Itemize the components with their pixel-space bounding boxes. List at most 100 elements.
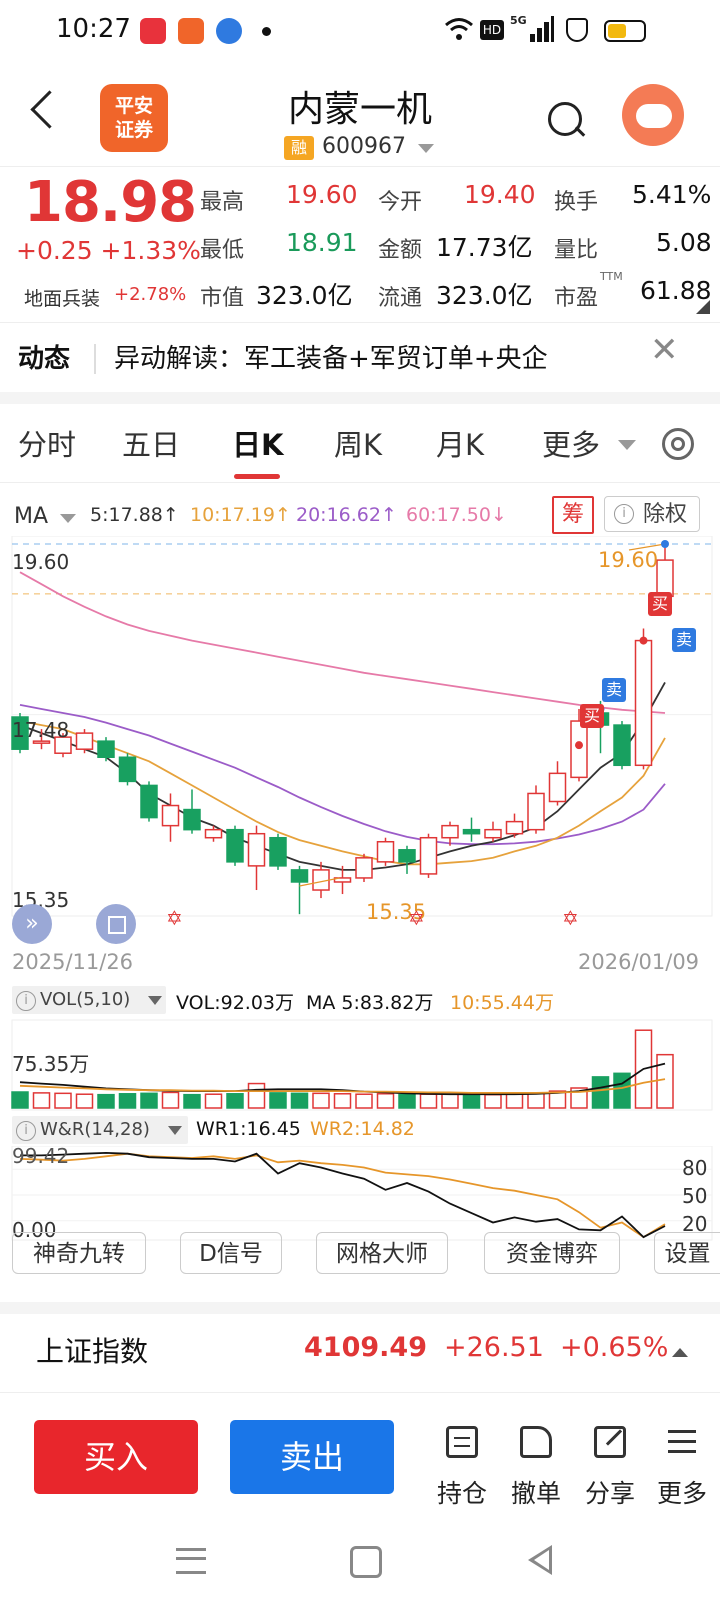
volume-bar [247,1082,266,1109]
volume-bar [118,1093,137,1109]
candle-body [548,772,567,803]
recent-apps-icon-mid[interactable] [176,1557,206,1560]
tab-monthly-k[interactable]: 月K [436,428,485,462]
wr-selector[interactable]: W&R(14,28) [12,1116,188,1144]
chevron-down-icon[interactable] [168,1126,182,1135]
tab-five-day[interactable]: 五日 [122,428,181,462]
fullscreen-icon[interactable] [96,904,136,944]
candle-body [355,857,373,879]
tab-more[interactable]: 更多 [542,428,601,462]
news-text[interactable]: 异动解读：军工装备+军贸订单+央企 [114,344,548,374]
candle-body [161,804,180,827]
fullscreen-icon-inner[interactable] [108,916,126,934]
volume-chart[interactable] [0,1016,720,1112]
index-name[interactable]: 上证指数 [36,1335,149,1368]
tab-intraday[interactable]: 分时 [18,428,77,462]
ex-rights-button[interactable]: 除权 [604,496,700,532]
expand-panel-button[interactable]: » [12,904,52,944]
news-separator [94,344,96,374]
recent-apps-icon[interactable] [176,1548,206,1574]
chevron-down-icon[interactable] [618,440,636,450]
search-icon[interactable] [548,102,582,136]
security-shield-icon [566,18,588,42]
info-icon[interactable]: i [16,1121,36,1141]
ma60-line [19,571,666,714]
event-star-icon[interactable]: ✡ [408,906,425,930]
pingan-logo: 平安证券 [100,84,168,152]
share-label[interactable]: 分享 [584,1479,635,1508]
candle-body [32,740,51,744]
candle-body [376,840,395,863]
kline-chart[interactable] [0,536,720,946]
more-menu-icon[interactable] [668,1430,696,1433]
gear-icon[interactable] [662,428,694,460]
sector-change[interactable]: +2.78% [114,284,187,305]
sector-name[interactable]: 地面兵装 [24,288,101,310]
chevron-down-icon[interactable] [60,514,76,523]
chevron-down-icon[interactable] [418,144,434,153]
candle-body [333,877,352,883]
ma-selector[interactable]: MA [14,504,49,529]
quote-value: 19.60 [286,180,358,209]
gear-icon-center[interactable] [671,437,685,451]
sell-button[interactable]: 卖出 [230,1420,394,1494]
volume-bar [54,1092,72,1109]
quote-label: 流通 [378,286,423,311]
more-label[interactable]: 更多 [656,1479,707,1508]
info-icon[interactable]: i [16,991,36,1011]
volume-bar [97,1093,115,1109]
end-date: 2026/01/09 [578,950,700,974]
volume-bar [140,1092,158,1109]
position-label[interactable]: 持仓 [436,1479,487,1508]
ma20-line [19,704,666,846]
event-star-icon[interactable]: ✡ [166,906,183,930]
close-icon[interactable]: ✕ [650,330,679,370]
pingan-app-icon [178,18,204,44]
chevron-down-icon[interactable] [148,996,162,1005]
high-price-annotation: 19.60 [598,548,659,572]
candle-body [97,740,115,758]
stock-code[interactable]: 600967 [322,134,406,159]
cancel-order-icon[interactable] [520,1426,552,1458]
candle-body [204,828,223,839]
assistant-face-icon[interactable] [636,104,672,128]
volume-bar [656,1053,674,1109]
cancel-order-label[interactable]: 撤单 [510,1479,561,1508]
vol-selector[interactable]: VOL(5,10) [12,986,166,1014]
home-icon[interactable] [350,1546,382,1578]
event-star-icon[interactable]: ✡ [562,906,579,930]
buy-button[interactable]: 买入 [34,1420,198,1494]
info-icon[interactable]: i [614,504,634,524]
position-icon[interactable] [446,1426,478,1458]
position-icon-line [454,1437,470,1439]
sell-signal-badge[interactable]: 卖 [602,678,626,702]
ma10-value: 10:17.19↑ [190,504,291,526]
tool-settings-button[interactable]: 设置 [654,1232,720,1274]
quote-value: 323.0亿 [256,281,353,310]
expand-corner-icon[interactable] [696,300,710,314]
signal-dot [575,741,583,750]
buy-signal-badge[interactable]: 买 [648,592,672,616]
sell-signal-badge[interactable]: 卖 [672,628,696,652]
price-change: +0.25 +1.33% [16,236,201,265]
tab-daily-k[interactable]: 日K [232,428,284,462]
tool-d-signal-button[interactable]: D信号 [180,1232,282,1274]
tab-weekly-k[interactable]: 周K [334,428,383,462]
wr-chart[interactable] [0,1146,720,1242]
buy-signal-badge[interactable]: 买 [580,704,604,728]
candle-body [441,824,459,839]
chevron-up-icon[interactable] [672,1348,688,1357]
candle-body [570,720,588,779]
tool-nine-turn-button[interactable]: 神奇九转 [12,1232,146,1274]
back-nav-icon-inner[interactable] [534,1550,549,1570]
tool-fund-battle-button[interactable]: 资金博弈 [484,1232,620,1274]
chip-distribution-button[interactable]: 筹 [552,496,594,534]
signal-5g-icon: 5G [510,14,554,44]
vol-value: VOL:92.03万 [176,992,294,1014]
tool-grid-master-button[interactable]: 网格大师 [316,1232,448,1274]
index-value: 4109.49 [304,1332,427,1363]
candle-body [269,836,287,867]
share-icon[interactable] [594,1426,626,1458]
active-tab-indicator [234,474,280,479]
candle-body [419,836,438,875]
